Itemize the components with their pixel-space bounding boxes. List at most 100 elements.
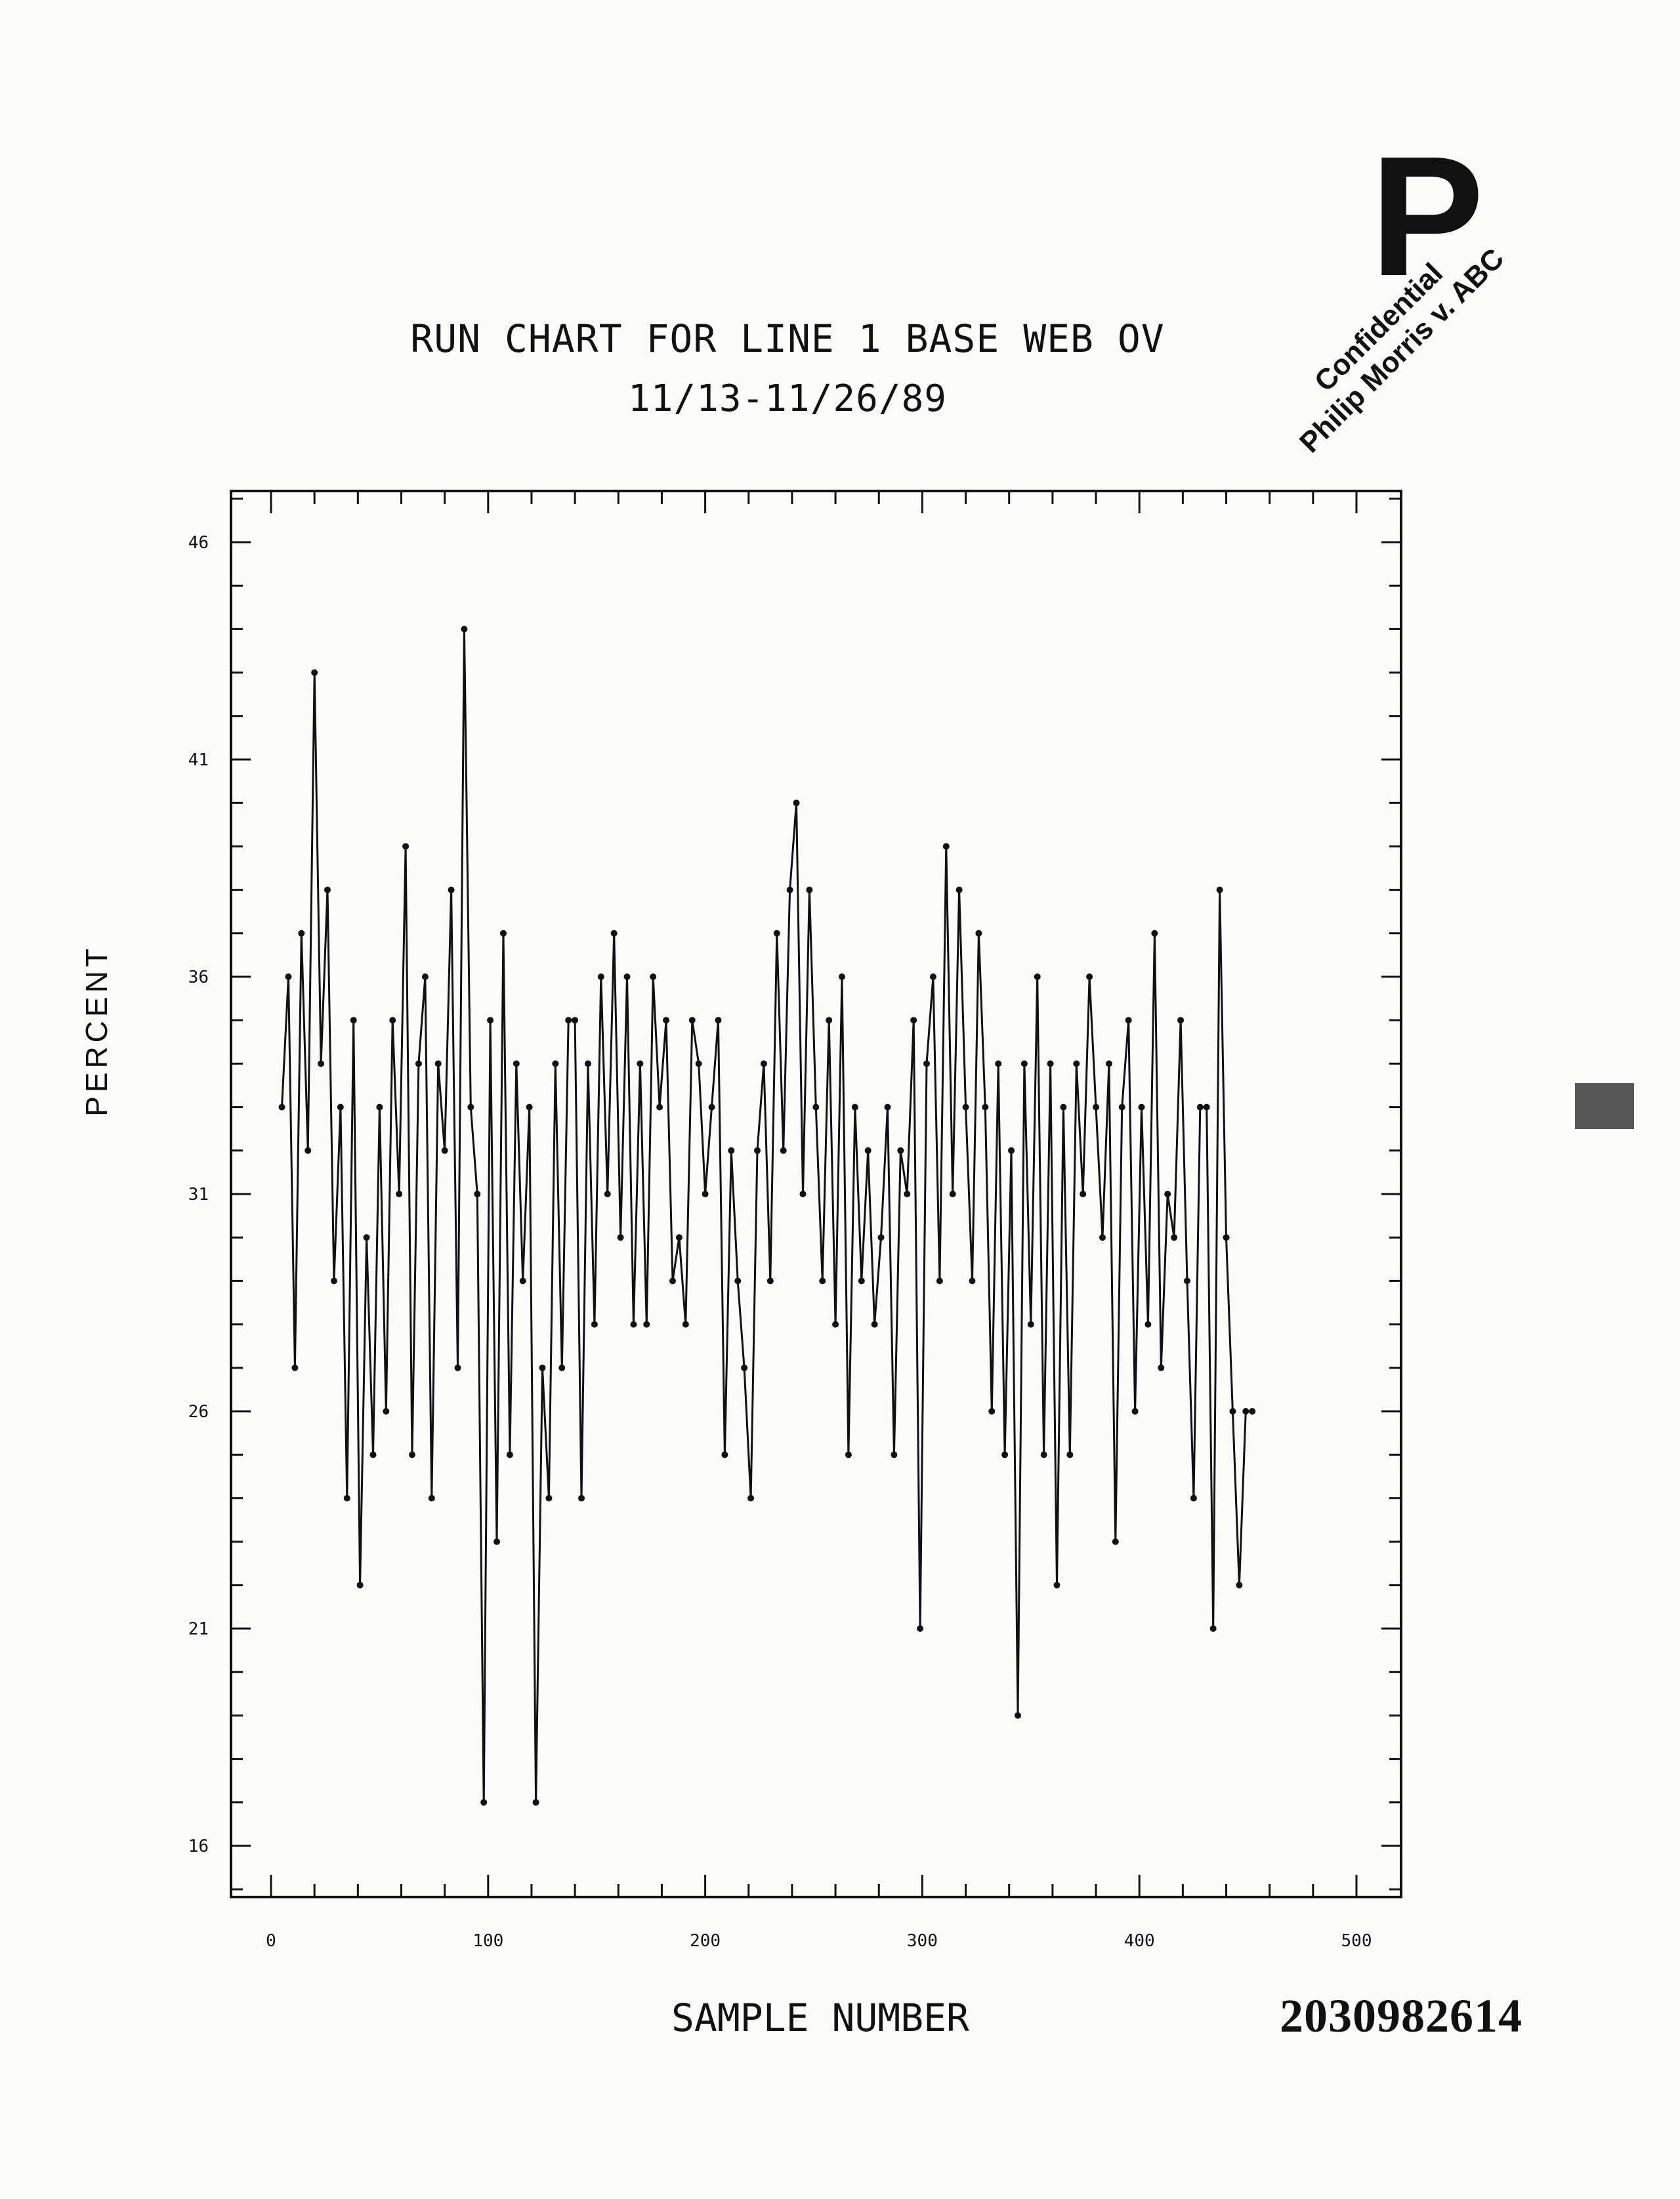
document-number: 2030982614 bbox=[1280, 1990, 1522, 2042]
data-point bbox=[656, 1103, 663, 1111]
data-point bbox=[1229, 1408, 1236, 1415]
x-tick-label: 0 bbox=[266, 1931, 276, 1951]
data-point bbox=[1183, 1277, 1190, 1285]
data-point bbox=[1034, 973, 1041, 980]
data-point bbox=[304, 1147, 312, 1154]
data-point bbox=[1144, 1321, 1152, 1328]
stamp-letter: P bbox=[1370, 121, 1484, 312]
data-point bbox=[1171, 1234, 1178, 1241]
data-point bbox=[819, 1277, 826, 1285]
data-point bbox=[780, 1147, 787, 1154]
data-point bbox=[1001, 1451, 1009, 1459]
data-point bbox=[904, 1191, 911, 1197]
data-point bbox=[565, 1017, 572, 1024]
x-tick-label: 100 bbox=[472, 1931, 503, 1951]
data-point bbox=[936, 1277, 943, 1285]
data-point bbox=[1053, 1581, 1060, 1589]
data-point bbox=[1190, 1495, 1197, 1502]
data-point bbox=[637, 1060, 644, 1067]
data-point bbox=[545, 1495, 553, 1502]
series-line bbox=[281, 628, 1253, 1804]
data-point bbox=[832, 1321, 839, 1328]
data-point bbox=[1112, 1538, 1119, 1545]
data-point bbox=[1060, 1103, 1067, 1111]
data-point bbox=[826, 1017, 833, 1024]
data-point bbox=[324, 886, 331, 893]
data-point bbox=[1196, 1103, 1204, 1111]
data-point bbox=[1125, 1017, 1132, 1024]
data-point bbox=[910, 1017, 917, 1024]
x-tick-label: 500 bbox=[1341, 1931, 1372, 1951]
x-tick-label: 200 bbox=[690, 1931, 721, 1951]
data-point bbox=[1047, 1060, 1054, 1067]
data-point bbox=[708, 1103, 715, 1111]
y-tick-label: 16 bbox=[188, 1837, 209, 1856]
data-point bbox=[532, 1799, 539, 1806]
data-point bbox=[682, 1321, 689, 1328]
data-point bbox=[1073, 1060, 1080, 1067]
data-point bbox=[929, 973, 936, 980]
data-point bbox=[591, 1321, 598, 1328]
data-point bbox=[923, 1060, 931, 1067]
data-point bbox=[1093, 1103, 1100, 1111]
data-point bbox=[786, 886, 793, 893]
data-point bbox=[799, 1191, 807, 1197]
data-point bbox=[1080, 1191, 1087, 1197]
data-point bbox=[845, 1451, 852, 1459]
data-point bbox=[467, 1103, 474, 1111]
data-point bbox=[858, 1277, 865, 1285]
data-point bbox=[675, 1234, 682, 1241]
data-point bbox=[871, 1321, 878, 1328]
data-point bbox=[389, 1017, 396, 1024]
data-point bbox=[578, 1495, 585, 1502]
data-point bbox=[311, 669, 318, 676]
data-point bbox=[278, 1103, 285, 1111]
data-point bbox=[597, 973, 604, 980]
data-point bbox=[552, 1060, 559, 1067]
data-point bbox=[917, 1625, 924, 1632]
data-point bbox=[409, 1451, 416, 1459]
data-point bbox=[1040, 1451, 1047, 1459]
data-point bbox=[721, 1451, 728, 1459]
data-point bbox=[350, 1017, 357, 1024]
data-point bbox=[448, 886, 455, 893]
data-point bbox=[291, 1364, 299, 1371]
data-point bbox=[461, 626, 468, 633]
data-point bbox=[793, 800, 800, 807]
data-point bbox=[513, 1060, 520, 1067]
data-point bbox=[1236, 1581, 1243, 1589]
data-point bbox=[1099, 1234, 1106, 1241]
data-point bbox=[558, 1364, 566, 1371]
data-point bbox=[806, 886, 813, 893]
data-point bbox=[1203, 1103, 1210, 1111]
data-point bbox=[337, 1103, 344, 1111]
data-point bbox=[753, 1147, 761, 1154]
y-tick-label: 21 bbox=[188, 1619, 209, 1639]
data-point bbox=[1027, 1321, 1034, 1328]
data-point bbox=[572, 1017, 579, 1024]
data-point bbox=[975, 929, 982, 937]
data-point bbox=[318, 1060, 325, 1067]
data-point bbox=[434, 1060, 442, 1067]
data-point bbox=[728, 1147, 735, 1154]
data-point bbox=[376, 1103, 383, 1111]
data-point bbox=[584, 1060, 591, 1067]
data-point bbox=[760, 1060, 767, 1067]
data-point bbox=[402, 843, 410, 850]
x-tick-label: 400 bbox=[1124, 1931, 1155, 1951]
data-point bbox=[962, 1103, 969, 1111]
data-point bbox=[499, 929, 507, 937]
data-point bbox=[630, 1321, 637, 1328]
data-point bbox=[949, 1191, 956, 1197]
data-point bbox=[1066, 1451, 1074, 1459]
data-point bbox=[396, 1191, 403, 1197]
data-point bbox=[506, 1451, 513, 1459]
data-point bbox=[421, 973, 429, 980]
y-tick-label: 46 bbox=[188, 533, 209, 553]
data-point bbox=[988, 1408, 996, 1415]
data-point bbox=[363, 1234, 370, 1241]
data-point bbox=[1158, 1364, 1165, 1371]
data-point bbox=[1242, 1408, 1250, 1415]
data-point bbox=[285, 973, 292, 980]
